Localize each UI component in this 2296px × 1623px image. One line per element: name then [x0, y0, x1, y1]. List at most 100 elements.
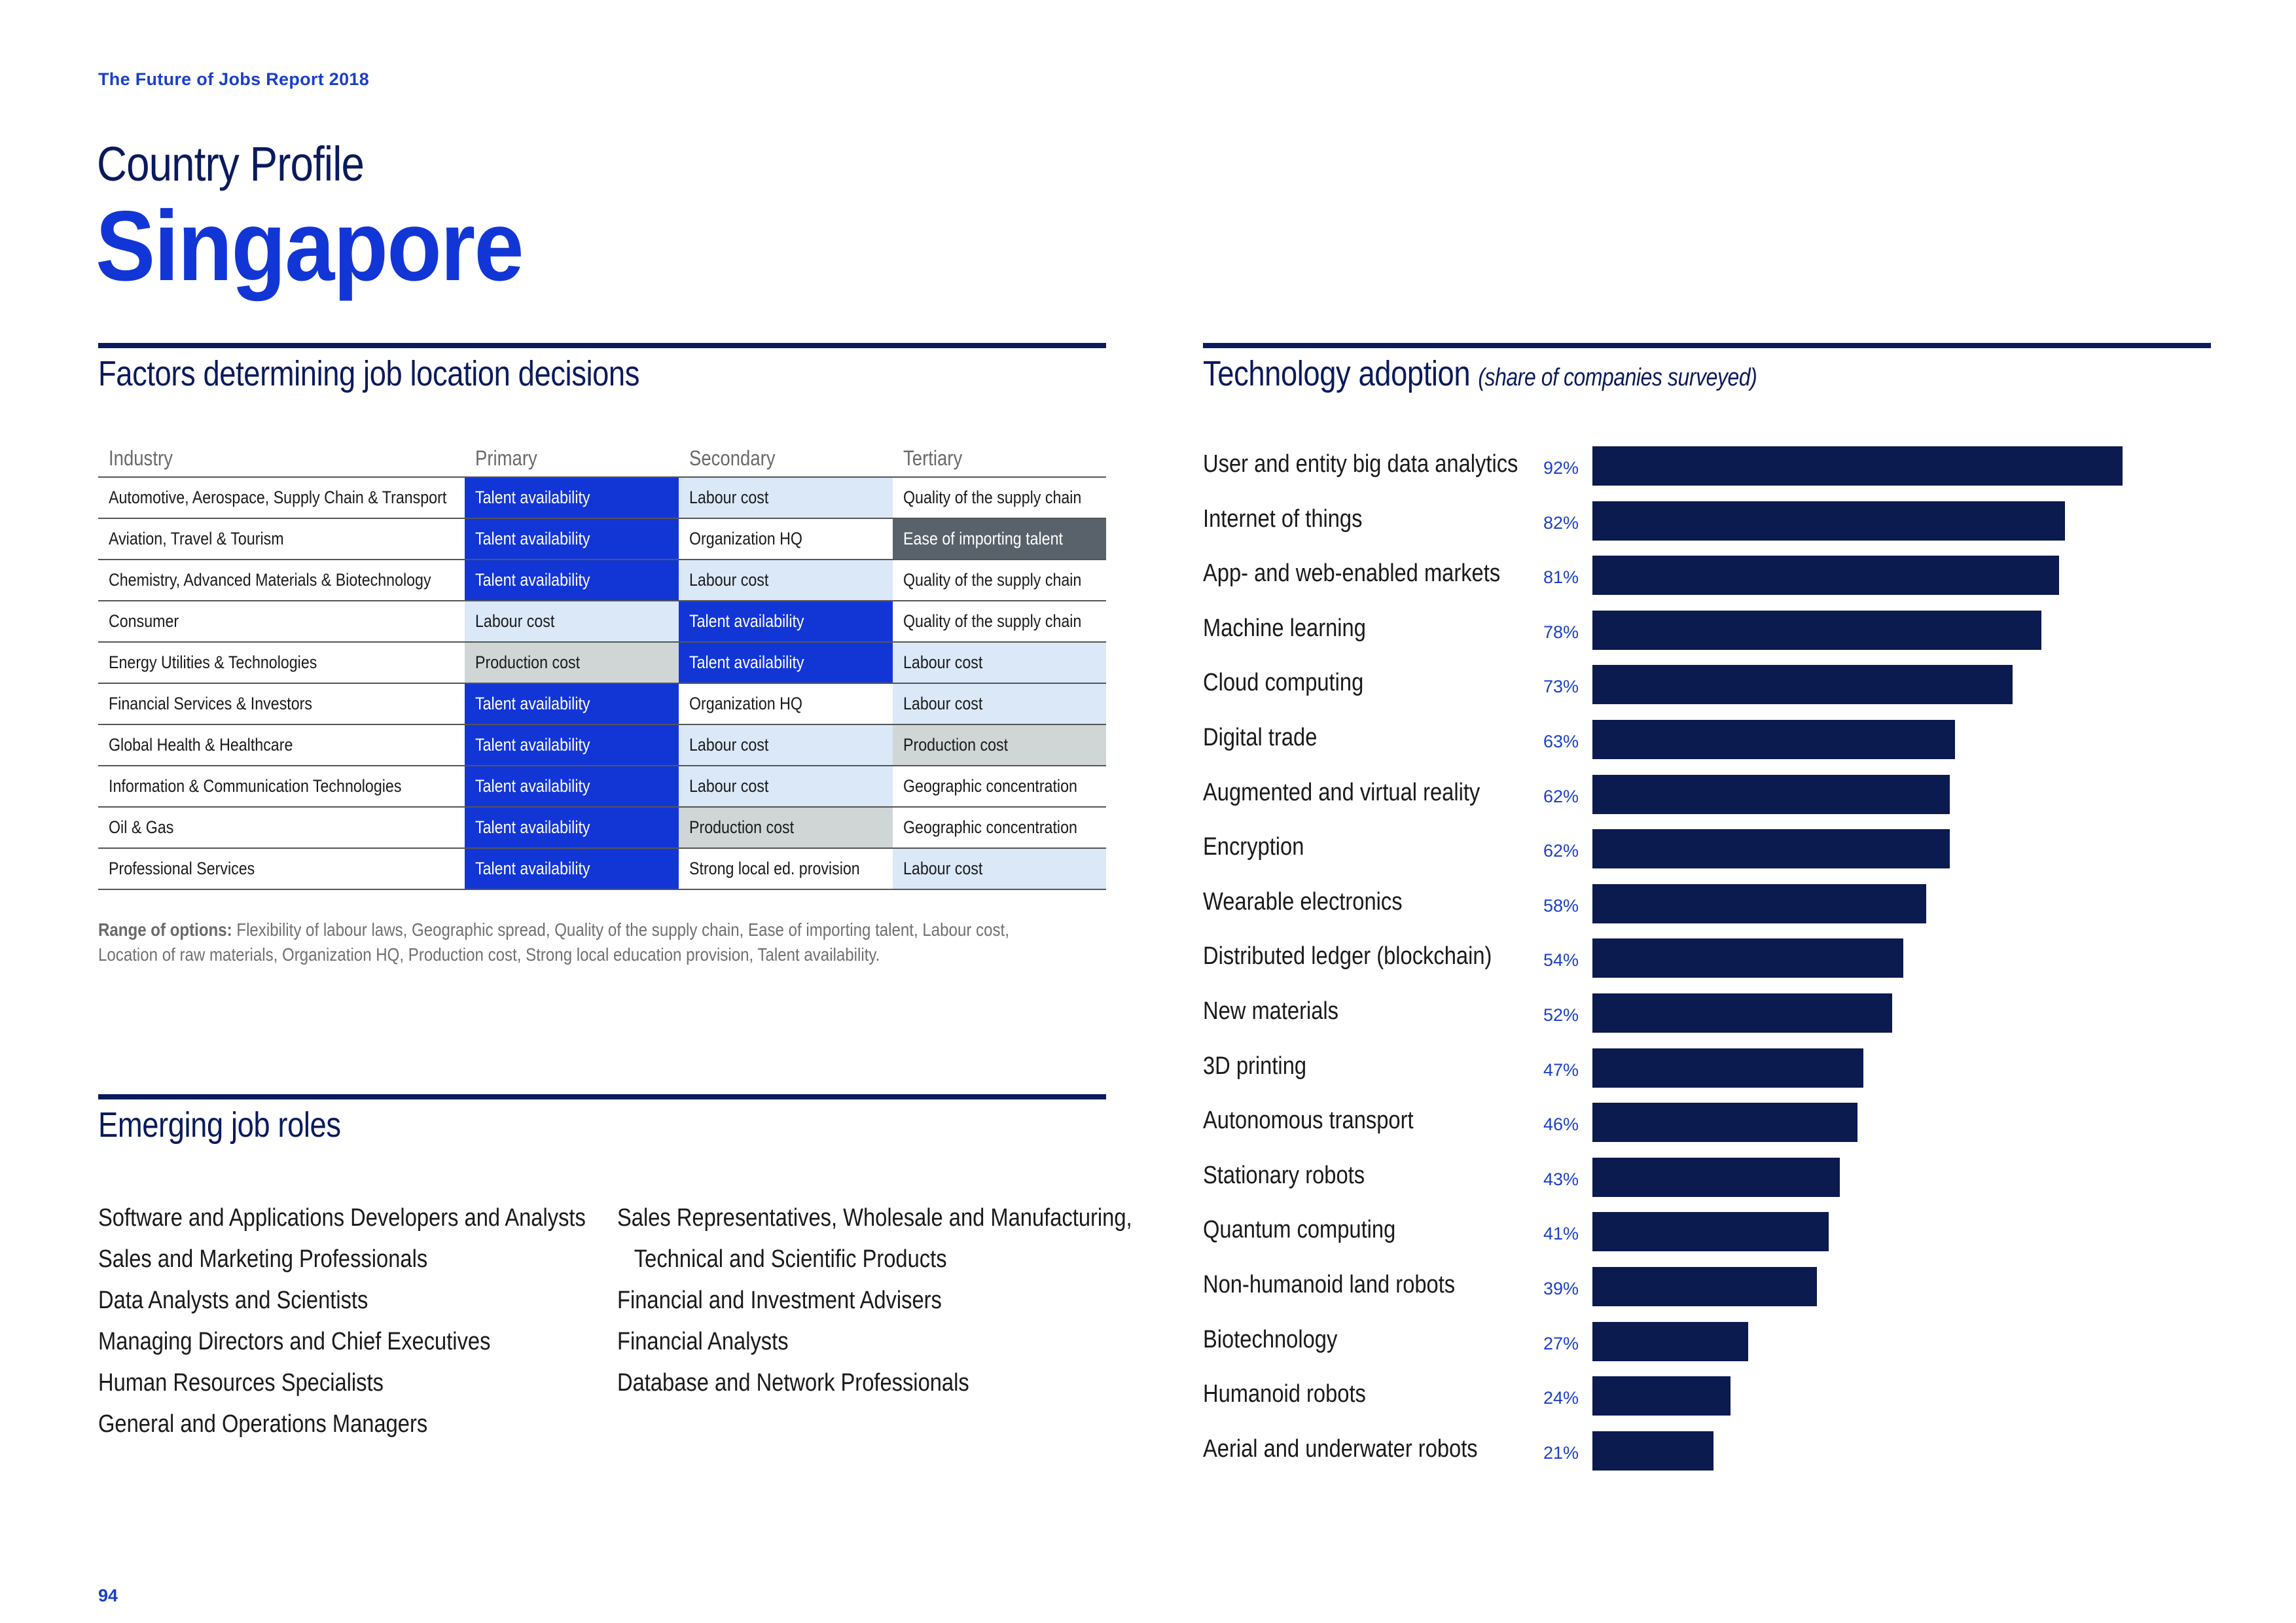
- tertiary-factor-cell: Labour cost: [893, 643, 1106, 683]
- tech-bar: [1592, 1157, 1840, 1197]
- secondary-factor-cell: Labour cost: [679, 725, 893, 765]
- tech-row: User and entity big data analytics 92%: [1203, 446, 2224, 486]
- tech-row: Aerial and underwater robots 21%: [1203, 1431, 2224, 1471]
- tech-label: Quantum computing: [1203, 1216, 1396, 1244]
- industry-cell: Aviation, Travel & Tourism: [98, 519, 465, 559]
- tech-value-label: 58%: [1543, 895, 1579, 916]
- secondary-factor-cell: Production cost: [679, 808, 893, 847]
- factor-row: Professional Services Talent availability…: [98, 849, 1106, 890]
- industry-cell: Chemistry, Advanced Materials & Biotechn…: [98, 560, 465, 600]
- tech-label: Digital trade: [1203, 724, 1318, 751]
- factors-table: Industry Primary Secondary Tertiary Auto…: [98, 440, 1106, 890]
- secondary-factor-cell: Talent availability: [679, 601, 893, 641]
- tech-bar: [1592, 446, 2123, 486]
- tech-heading: Technology adoption (share of companies …: [1203, 353, 1757, 394]
- tech-value-label: 39%: [1543, 1279, 1579, 1298]
- page-title: Singapore: [96, 190, 524, 302]
- tech-value-label: 92%: [1543, 458, 1579, 478]
- tech-label: Internet of things: [1203, 505, 1363, 533]
- factors-note-label: Range of options:: [98, 919, 232, 940]
- factors-heading: Factors determining job location decisio…: [98, 354, 639, 393]
- secondary-factor-cell: Labour cost: [679, 478, 893, 518]
- tech-label: Biotechnology: [1203, 1325, 1338, 1353]
- tertiary-factor-cell: Labour cost: [893, 684, 1106, 724]
- factors-header-row: Industry Primary Secondary Tertiary: [98, 440, 1106, 478]
- tech-bar: [1592, 1431, 1713, 1471]
- tech-value-label: 41%: [1543, 1224, 1579, 1244]
- column-header-secondary: Secondary: [689, 446, 776, 470]
- industry-cell: Consumer: [98, 601, 465, 641]
- industry-cell: Global Health & Healthcare: [98, 725, 465, 765]
- secondary-factor-cell: Organization HQ: [679, 519, 893, 559]
- tech-value-label: 52%: [1543, 1005, 1579, 1025]
- tech-row: Internet of things 82%: [1203, 501, 2224, 541]
- tech-bar: [1592, 665, 2013, 705]
- tech-row: Encryption 62%: [1203, 829, 2224, 869]
- factor-row: Information & Communication Technologies…: [98, 766, 1106, 808]
- tech-label: Encryption: [1203, 833, 1304, 861]
- factors-rule: [98, 343, 1106, 348]
- industry-cell: Professional Services: [98, 849, 465, 889]
- tech-bar: [1592, 1321, 1748, 1361]
- tech-value-label: 82%: [1543, 512, 1579, 533]
- tech-label: Autonomous transport: [1203, 1107, 1414, 1135]
- primary-factor-cell: Talent availability: [465, 478, 679, 518]
- factor-row: Global Health & Healthcare Talent availab…: [98, 725, 1106, 766]
- tech-label: User and entity big data analytics: [1203, 450, 1518, 478]
- job-role-item: General and Operations Managers: [98, 1410, 428, 1438]
- tech-row: Quantum computing 41%: [1203, 1212, 2224, 1252]
- job-role-item: Human Resources Specialists: [98, 1369, 384, 1397]
- page-number: 94: [98, 1586, 118, 1605]
- tech-label: Stationary robots: [1203, 1161, 1365, 1189]
- column-header-industry: Industry: [109, 446, 173, 470]
- primary-factor-cell: Labour cost: [465, 601, 679, 641]
- tech-row: Cloud computing 73%: [1203, 665, 2224, 705]
- tech-value-label: 78%: [1543, 622, 1579, 642]
- job-role-item: Sales Representatives, Wholesale and Man…: [617, 1204, 1132, 1232]
- tech-row: Digital trade 63%: [1203, 720, 2224, 759]
- tech-row: Autonomous transport 46%: [1203, 1103, 2224, 1143]
- job-role-item: Database and Network Professionals: [617, 1369, 969, 1397]
- tech-row: New materials 52%: [1203, 993, 2224, 1033]
- roles-right-column: Sales Representatives, Wholesale and Man…: [617, 1198, 1216, 1404]
- tech-value-label: 63%: [1543, 732, 1579, 751]
- tech-value-label: 46%: [1543, 1115, 1579, 1135]
- secondary-factor-cell: Organization HQ: [679, 684, 893, 724]
- primary-factor-cell: Talent availability: [465, 849, 679, 889]
- roles-rule: [98, 1094, 1106, 1099]
- tech-row: Distributed ledger (blockchain) 54%: [1203, 938, 2224, 978]
- primary-factor-cell: Production cost: [465, 643, 679, 683]
- factor-row: Aviation, Travel & Tourism Talent availab…: [98, 519, 1106, 560]
- factor-row: Chemistry, Advanced Materials & Biotechn…: [98, 560, 1106, 601]
- job-role-item: Data Analysts and Scientists: [98, 1287, 368, 1314]
- tech-bar: [1592, 720, 1956, 759]
- primary-factor-cell: Talent availability: [465, 519, 679, 559]
- tech-bar: [1592, 883, 1927, 923]
- factor-row: Consumer Labour cost Talent availability Qu…: [98, 601, 1106, 643]
- tertiary-factor-cell: Production cost: [893, 725, 1106, 765]
- secondary-factor-cell: Strong local ed. provision: [679, 849, 893, 889]
- factor-row: Oil & Gas Talent availability Production c…: [98, 808, 1106, 849]
- factors-note-text: Flexibility of labour laws, Geographic s…: [98, 919, 1009, 965]
- roles-heading: Emerging job roles: [98, 1105, 341, 1145]
- industry-cell: Financial Services & Investors: [98, 684, 465, 724]
- tech-value-label: 47%: [1543, 1060, 1579, 1080]
- factors-note: Range of options: Flexibility of labour …: [98, 918, 1055, 967]
- tech-value-label: 43%: [1543, 1169, 1579, 1189]
- industry-cell: Information & Communication Technologies: [98, 766, 465, 806]
- tertiary-factor-cell: Quality of the supply chain: [893, 478, 1106, 518]
- tertiary-factor-cell: Quality of the supply chain: [893, 560, 1106, 600]
- job-role-item: Technical and Scientific Products: [634, 1245, 947, 1273]
- tech-bar: [1592, 993, 1892, 1033]
- tech-value-label: 81%: [1543, 567, 1579, 588]
- column-header-primary: Primary: [475, 446, 537, 470]
- tertiary-factor-cell: Quality of the supply chain: [893, 601, 1106, 641]
- tech-label: Augmented and virtual reality: [1203, 778, 1480, 806]
- tech-label: Machine learning: [1203, 614, 1366, 642]
- factor-row: Energy Utilities & Technologies Productio…: [98, 643, 1106, 684]
- job-role-item: Financial Analysts: [617, 1328, 789, 1355]
- industry-cell: Automotive, Aerospace, Supply Chain & Tr…: [98, 478, 465, 518]
- report-label: The Future of Jobs Report 2018: [98, 69, 370, 89]
- tech-heading-note: (share of companies surveyed): [1478, 364, 1757, 391]
- tech-bar: [1592, 1048, 1863, 1088]
